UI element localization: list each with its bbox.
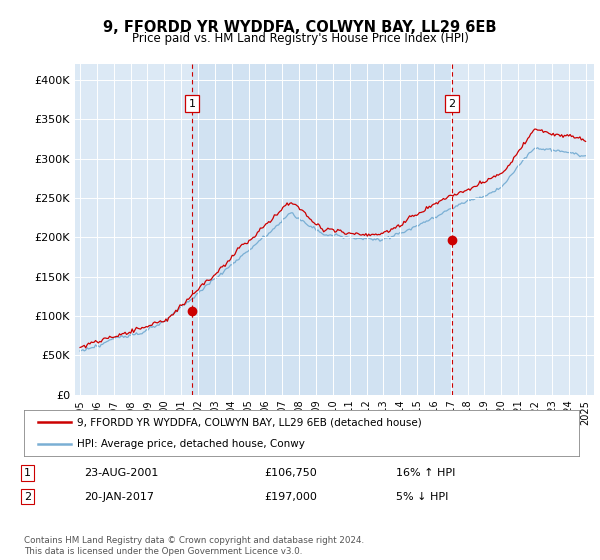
Text: 2: 2 xyxy=(448,99,455,109)
Text: Contains HM Land Registry data © Crown copyright and database right 2024.
This d: Contains HM Land Registry data © Crown c… xyxy=(24,536,364,556)
Text: 1: 1 xyxy=(188,99,196,109)
Bar xyxy=(192,64,452,395)
Text: £106,750: £106,750 xyxy=(264,468,317,478)
Text: 23-AUG-2001: 23-AUG-2001 xyxy=(84,468,158,478)
Text: 16% ↑ HPI: 16% ↑ HPI xyxy=(396,468,455,478)
Text: 2: 2 xyxy=(24,492,31,502)
Text: 1: 1 xyxy=(24,468,31,478)
Text: Price paid vs. HM Land Registry's House Price Index (HPI): Price paid vs. HM Land Registry's House … xyxy=(131,32,469,45)
Text: 5% ↓ HPI: 5% ↓ HPI xyxy=(396,492,448,502)
Text: 9, FFORDD YR WYDDFA, COLWYN BAY, LL29 6EB (detached house): 9, FFORDD YR WYDDFA, COLWYN BAY, LL29 6E… xyxy=(77,417,421,427)
Text: HPI: Average price, detached house, Conwy: HPI: Average price, detached house, Conw… xyxy=(77,439,305,449)
Text: 20-JAN-2017: 20-JAN-2017 xyxy=(84,492,154,502)
Text: 9, FFORDD YR WYDDFA, COLWYN BAY, LL29 6EB: 9, FFORDD YR WYDDFA, COLWYN BAY, LL29 6E… xyxy=(103,20,497,35)
Text: £197,000: £197,000 xyxy=(264,492,317,502)
